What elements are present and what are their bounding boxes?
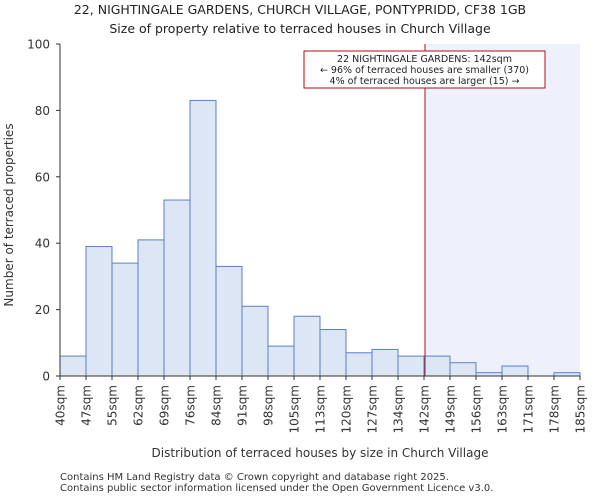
- histogram-bar: [397, 355, 425, 377]
- x-tick-label: 40sqm: [54, 385, 68, 426]
- histogram-bar: [267, 345, 295, 377]
- x-tick-label: 149sqm: [444, 385, 458, 433]
- histogram-bar: [59, 355, 87, 377]
- footer-licence: Contains public sector information licen…: [60, 483, 494, 494]
- x-tick-label: 142sqm: [418, 385, 432, 433]
- annotation-smaller: ← 96% of terraced houses are smaller (37…: [320, 65, 529, 76]
- x-tick-label: 178sqm: [548, 385, 562, 433]
- x-tick-label: 69sqm: [158, 385, 172, 426]
- x-tick-label: 47sqm: [80, 385, 94, 426]
- histogram-bar: [319, 329, 347, 377]
- y-tick-label: 100: [27, 38, 50, 52]
- histogram-bar: [449, 362, 477, 377]
- y-tick-label: 20: [35, 303, 50, 317]
- histogram-bar: [163, 199, 191, 377]
- x-tick-label: 98sqm: [262, 385, 276, 426]
- x-tick-label: 127sqm: [366, 385, 380, 433]
- histogram-bar: [189, 99, 217, 377]
- chart-title-line2: Size of property relative to terraced ho…: [109, 21, 491, 36]
- x-tick-label: 84sqm: [210, 385, 224, 426]
- histogram-bar: [137, 239, 165, 377]
- larger-region-highlight: [425, 44, 580, 376]
- x-tick-label: 91sqm: [236, 385, 250, 426]
- histogram-bar: [293, 315, 321, 377]
- histogram-bar: [241, 305, 269, 377]
- histogram-bar: [423, 355, 451, 377]
- x-tick-label: 55sqm: [106, 385, 120, 426]
- footer-copyright: Contains HM Land Registry data © Crown c…: [60, 472, 449, 483]
- annotation-box: [303, 50, 546, 89]
- x-tick-label: 113sqm: [314, 385, 328, 433]
- x-tick-label: 156sqm: [470, 385, 484, 433]
- x-tick-label: 171sqm: [522, 385, 536, 433]
- annotation-title: 22 NIGHTINGALE GARDENS: 142sqm: [337, 54, 512, 65]
- x-tick-label: 163sqm: [496, 385, 510, 433]
- x-tick-label: 120sqm: [340, 385, 354, 433]
- histogram-bar: [111, 262, 139, 377]
- x-axis-label: Distribution of terraced houses by size …: [152, 446, 489, 460]
- y-tick-label: 0: [42, 370, 50, 384]
- x-tick-label: 76sqm: [184, 385, 198, 426]
- x-tick-label: 62sqm: [132, 385, 146, 426]
- histogram-bar: [215, 265, 243, 377]
- histogram-bar: [371, 348, 399, 377]
- x-tick-label: 105sqm: [288, 385, 302, 433]
- chart-title-line1: 22, NIGHTINGALE GARDENS, CHURCH VILLAGE,…: [73, 2, 527, 17]
- y-tick-label: 80: [35, 104, 50, 118]
- y-tick-label: 40: [35, 237, 50, 251]
- histogram-bar: [345, 352, 373, 377]
- x-tick-label: 185sqm: [574, 385, 588, 433]
- histogram-bar: [85, 246, 113, 377]
- x-tick-label: 134sqm: [392, 385, 406, 433]
- histogram-chart: 22 NIGHTINGALE GARDENS: 142sqm← 96% of t…: [2, 38, 588, 461]
- annotation-larger: 4% of terraced houses are larger (15) →: [330, 76, 520, 87]
- y-axis-label: Number of terraced properties: [2, 123, 16, 306]
- y-tick-label: 60: [35, 170, 50, 184]
- histogram-bar: [501, 365, 529, 377]
